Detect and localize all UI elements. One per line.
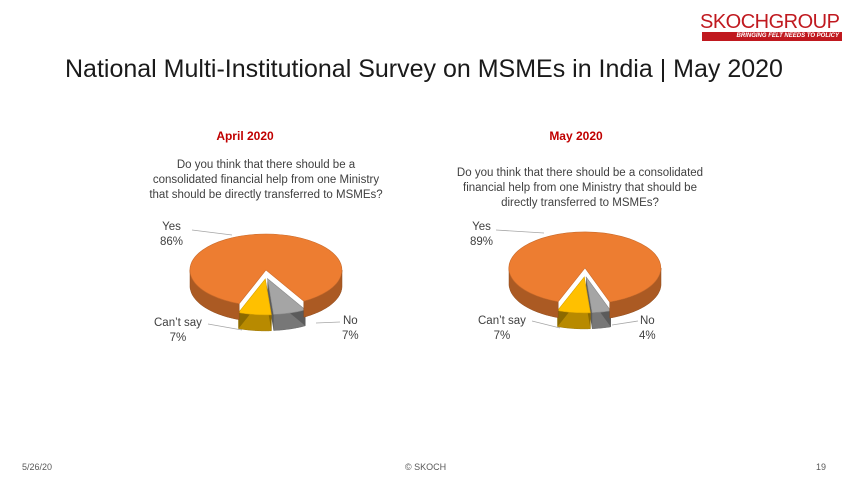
pie-chart-april xyxy=(189,229,343,332)
april-label-cant-say: Can’t say 7% xyxy=(154,316,202,346)
april-question: Do you think that there should be a cons… xyxy=(126,158,406,203)
april-label-yes-value: 86% xyxy=(160,236,184,248)
pie-slice-can-t-say xyxy=(237,278,272,332)
april-label-no: No 7% xyxy=(342,314,359,344)
may-label-cant-say-name: Can’t say xyxy=(478,315,526,327)
footer-page-number: 19 xyxy=(816,462,827,472)
april-label-no-value: 7% xyxy=(342,330,359,342)
may-question-line: financial help from one Ministry that sh… xyxy=(463,182,697,194)
pie-slice-yes xyxy=(189,233,343,321)
may-question-line: Do you think that there should be a cons… xyxy=(456,167,704,179)
footer-date: 5/26/20 xyxy=(22,462,53,472)
april-label-yes: Yes 86% xyxy=(160,220,183,250)
april-label-no-name: No xyxy=(342,315,358,327)
may-label-cant-say: Can’t say 7% xyxy=(478,314,526,344)
leader-line xyxy=(207,323,243,331)
logo-text: SKOCHGROUP xyxy=(700,11,840,33)
leader-line xyxy=(531,320,561,329)
may-label-cant-say-value: 7% xyxy=(493,330,511,342)
may-label-yes: Yes 89% xyxy=(470,220,493,250)
may-question: Do you think that there should be a cons… xyxy=(430,166,730,211)
may-label-yes-value: 89% xyxy=(470,236,494,248)
april-chart-title: April 2020 xyxy=(216,129,274,143)
leader-line xyxy=(611,320,639,326)
slide-title: National Multi-Institutional Survey on M… xyxy=(65,55,783,83)
may-label-yes-name: Yes xyxy=(472,221,491,233)
footer-copyright: © SKOCH xyxy=(405,462,447,472)
may-label-no-value: 4% xyxy=(639,330,656,342)
pie-slice-yes xyxy=(508,231,662,319)
april-label-cant-say-name: Can’t say xyxy=(154,317,202,329)
leader-line xyxy=(191,229,233,236)
logo-tagline: BRINGING FELT NEEDS TO POLICY xyxy=(736,33,839,39)
may-question-line: directly transferred to MSMEs? xyxy=(501,197,659,209)
april-question-line: that should be directly transferred to M… xyxy=(149,189,383,201)
april-question-line: Do you think that there should be a xyxy=(176,159,356,171)
april-label-cant-say-value: 7% xyxy=(169,332,187,344)
may-label-no: No 4% xyxy=(639,314,656,344)
pie-slice-can-t-say xyxy=(556,276,591,330)
may-chart-title: May 2020 xyxy=(549,129,603,143)
april-label-yes-name: Yes xyxy=(162,221,181,233)
pie-slice-no xyxy=(585,276,612,329)
skoch-logo: SKOCHGROUP BRINGING FELT NEEDS TO POLICY xyxy=(700,12,844,42)
logo-tagline-bar: BRINGING FELT NEEDS TO POLICY xyxy=(702,32,842,41)
leader-line xyxy=(315,321,341,324)
april-question-line: consolidated financial help from one Min… xyxy=(152,174,380,186)
pie-slice-no xyxy=(267,277,306,331)
pie-chart-may xyxy=(495,229,662,330)
may-label-no-name: No xyxy=(639,315,655,327)
leader-line xyxy=(495,229,545,234)
